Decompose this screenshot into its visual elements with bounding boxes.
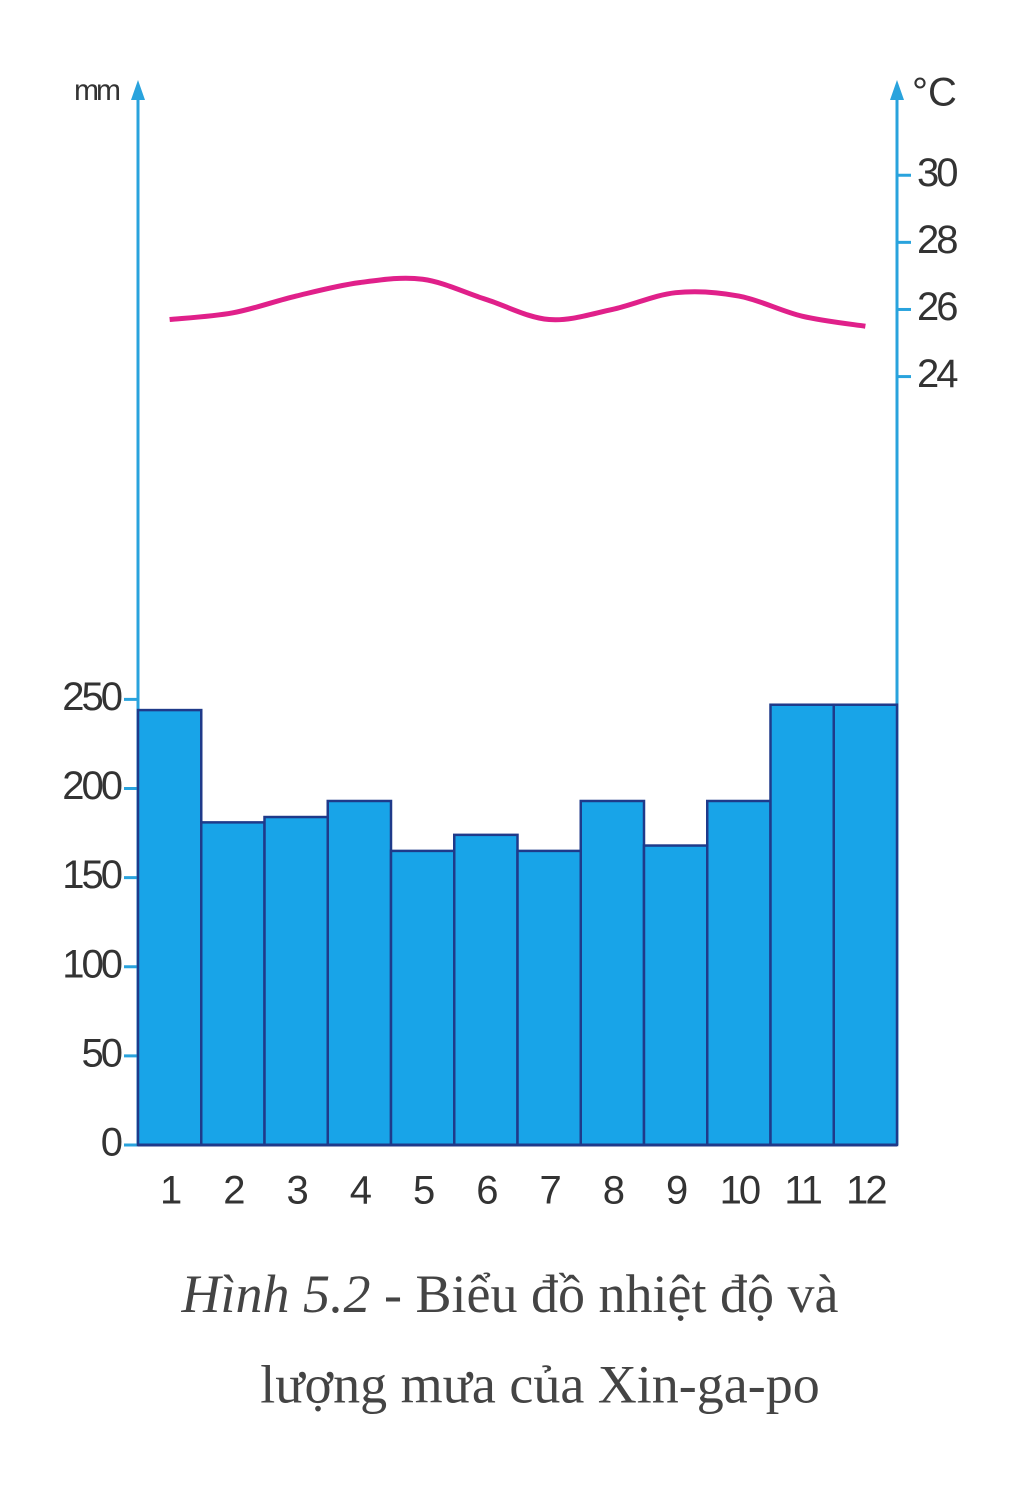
y2-tick-label: 28 [917,218,957,262]
x-tick-label: 3 [287,1169,308,1213]
y-tick-label: 100 [62,942,121,986]
caption-line-1: Hình 5.2 - Biểu đồ nhiệt độ và [181,1264,839,1324]
bar [706,799,772,1147]
bar [832,703,899,1147]
y2-axis-label: °C [912,71,957,115]
x-tick-label: 12 [846,1169,886,1213]
y2-tick-label: 24 [917,352,958,396]
bar [326,799,393,1147]
y2-tick-label: 30 [917,151,957,195]
bar [263,815,329,1147]
title-line: - Biểu đồ nhiệt độ và [384,1264,838,1324]
bar [136,708,203,1147]
y-axis-label: mm [74,74,120,107]
x-tick-label: 8 [603,1169,624,1213]
bar [200,821,266,1147]
bar [579,799,646,1147]
x-tick-label: 4 [350,1169,372,1213]
y-tick-label: 0 [101,1121,122,1165]
y2-axis-arrow [890,80,904,100]
y-tick-label: 200 [62,764,121,808]
bar [642,844,709,1147]
x-tick-label: 10 [720,1169,760,1213]
x-tick-label: 5 [413,1169,434,1213]
x-tick-label: 6 [476,1169,497,1213]
x-tick-label: 1 [160,1169,181,1213]
temperature-line [169,275,866,329]
bar [516,849,582,1147]
figure-label: Hình 5.2 [181,1264,371,1324]
bar [453,833,519,1147]
x-tick-label: 9 [666,1169,687,1213]
y2-tick-label: 26 [917,285,957,329]
y-tick-label: 50 [82,1031,122,1075]
y-tick-label: 150 [62,853,121,897]
y-axis-arrow [131,80,145,100]
x-tick-label: 2 [223,1169,244,1213]
x-tick-label: 7 [540,1169,561,1213]
x-tick-label: 11 [784,1169,821,1213]
title-line: lượng mưa của Xin-ga-po [260,1354,819,1414]
bar [769,703,835,1147]
bar [389,849,456,1147]
y-tick-label: 250 [62,675,121,719]
